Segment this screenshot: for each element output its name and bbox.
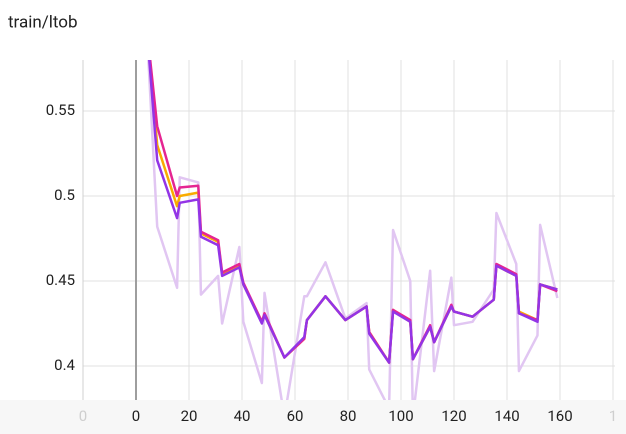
x-tick-label: 120 [441, 407, 466, 425]
y-tick-label: 0.55 [46, 101, 75, 119]
y-tick-label: 0.4 [54, 356, 75, 374]
series-line [148, 60, 558, 364]
x-tick-label: 0 [132, 407, 140, 425]
plot-area [147, 60, 559, 400]
x-axis-band [0, 400, 626, 434]
axis-labels: 0.4 0.45 0.5 0.55 0 0 20 40 60 80 100 120 140 160 1 [46, 101, 617, 425]
y-tick-label: 0.45 [46, 271, 75, 289]
x-tick-label: 100 [388, 407, 413, 425]
x-tick-label: 80 [340, 407, 357, 425]
x-tick-label: 20 [181, 407, 198, 425]
series-line [147, 60, 559, 400]
x-tick-label: 40 [234, 407, 251, 425]
y-tick-label: 0.5 [54, 186, 75, 204]
grid [0, 60, 626, 434]
x-tick-label: 60 [287, 407, 304, 425]
x-tick-label: 140 [494, 407, 519, 425]
x-tick-label: 160 [547, 407, 572, 425]
x-tick-label: 1 [609, 407, 617, 425]
chart-title: train/ltob [8, 12, 78, 32]
x-tick-label: 0 [79, 407, 87, 425]
